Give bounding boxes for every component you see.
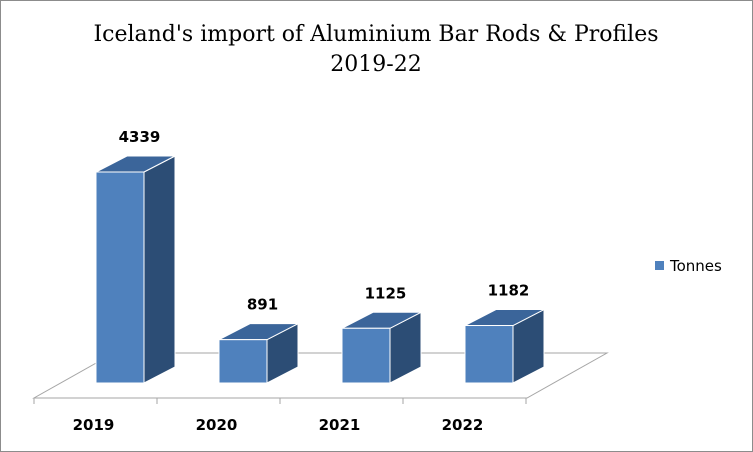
chart-subtitle: 2019-22 [330, 52, 421, 77]
bar-2019 [95, 155, 176, 384]
x-tick-label: 2020 [196, 416, 238, 434]
bar-front-face [95, 171, 145, 384]
bar-front-face [341, 327, 391, 384]
data-label: 1125 [365, 284, 407, 302]
data-label: 4339 [119, 128, 161, 146]
data-label: 891 [247, 296, 278, 314]
x-tick-label: 2019 [73, 416, 115, 434]
legend-label: Tonnes [669, 257, 722, 275]
bar-side-face [143, 155, 176, 384]
bar-front-face [464, 325, 514, 384]
chart-title: Iceland's import of Aluminium Bar Rods &… [93, 22, 658, 47]
bar-front-face [218, 339, 268, 384]
data-label: 1182 [488, 282, 530, 300]
x-tick-label: 2021 [319, 416, 361, 434]
bar-2021 [341, 311, 422, 384]
bar-2022 [464, 308, 545, 384]
legend-swatch [655, 261, 664, 270]
bar-2020 [218, 322, 299, 384]
x-tick-label: 2022 [442, 416, 484, 434]
